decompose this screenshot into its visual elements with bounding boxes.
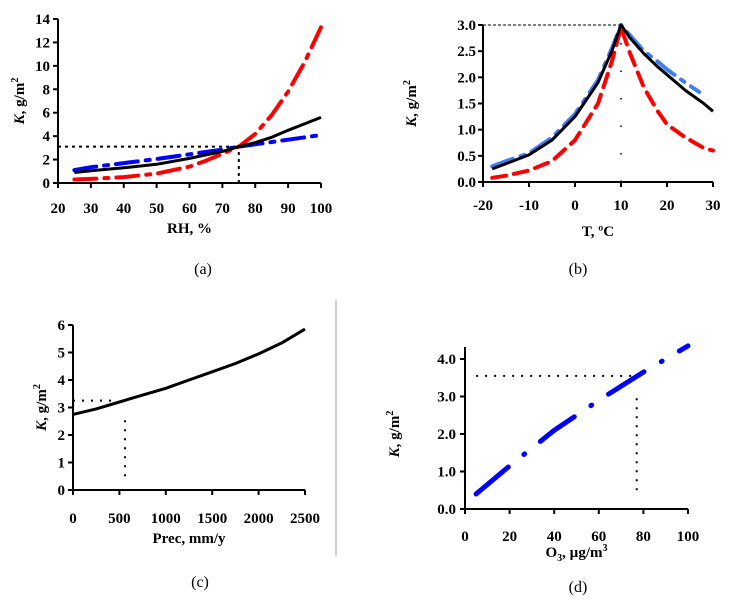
y-tick-label: 0 [58, 483, 66, 499]
y-tick-label: 3.0 [457, 18, 476, 34]
chart-a: 20 30 40 50 60 70 80 90 100 0 2 4 6 8 10 12 14 RH, % K, g/… [10, 12, 332, 237]
x-tick-label: 70 [215, 201, 230, 217]
y-tick-label: 8 [43, 82, 51, 98]
x-tick-label: 0 [69, 511, 77, 527]
x-tick-label: 50 [149, 201, 164, 217]
series-line-red-dash-dot [72, 25, 323, 182]
series-line-light-blue-dash-dot [490, 23, 702, 169]
y-axis-title: K, g/m2 [385, 411, 403, 459]
x-axis-title: T, ºC [582, 224, 614, 240]
series-line-black-solid [72, 327, 306, 416]
y-tick-label: 2 [58, 428, 66, 444]
y-tick-label: 2.0 [457, 70, 476, 86]
x-tick-label: 20 [502, 529, 517, 545]
y-tick-label: 2.0 [437, 427, 456, 443]
y-axis-title-sup: 2 [402, 80, 413, 85]
x-tick-label: 100 [310, 201, 333, 217]
chart-d: 0 20 40 60 80 1000.01.02.03.04.0O3, µg/m3K, g… [385, 343, 700, 564]
x-tick-label: 2000 [244, 511, 274, 527]
y-tick-label: 3.0 [437, 390, 456, 406]
x-tick-label: -20 [473, 198, 493, 214]
x-tick-label: 60 [182, 201, 197, 217]
y-tick-label: 10 [35, 59, 50, 75]
x-tick-label: 10 [614, 198, 629, 214]
x-tick-label: 100 [677, 529, 700, 545]
series-line-black-solid [74, 116, 322, 174]
y-axis-title: K, g/m2 [32, 384, 50, 432]
caption-d: (d) [569, 579, 588, 596]
x-tick-label: 90 [281, 201, 296, 217]
x-axis-title-sup: 3 [602, 543, 607, 554]
y-tick-label: 6 [43, 106, 51, 122]
caption-b: (b) [569, 261, 588, 278]
x-tick-label: 80 [636, 529, 651, 545]
y-axis-title-sup: 2 [32, 384, 43, 389]
y-tick-label: 2.5 [457, 44, 476, 60]
y-tick-label: 6 [58, 318, 66, 334]
x-tick-label: 1000 [151, 511, 181, 527]
x-axis-title-main: O [546, 545, 558, 561]
x-tick-label: 1500 [197, 511, 227, 527]
series-line-black-solid [491, 23, 714, 171]
y-tick-label: 4 [58, 373, 66, 389]
y-axis-title-sup: 2 [385, 411, 396, 416]
x-tick-label: 0 [461, 529, 469, 545]
y-tick-label: 0.5 [457, 149, 476, 165]
x-tick-label: 40 [116, 201, 131, 217]
y-tick-label: 0.0 [457, 175, 476, 191]
series-line-blue-dash-dot [72, 133, 323, 173]
y-axis-title-k: K [34, 420, 50, 432]
y-axis-title-unit: , g/m [387, 415, 403, 447]
x-tick-label: 2500 [290, 511, 320, 527]
y-tick-label: 4 [43, 129, 51, 145]
x-tick-label: 500 [108, 511, 131, 527]
y-tick-label: 1 [58, 456, 66, 472]
y-axis-title-sup: 2 [10, 78, 21, 83]
x-tick-label: 40 [547, 529, 562, 545]
x-axis-title-rest: , µg/m [562, 545, 603, 561]
x-tick-label: 30 [706, 198, 721, 214]
y-axis-title-unit: , g/m [404, 85, 420, 117]
x-axis-title: O3, µg/m3 [546, 543, 608, 564]
y-axis-title-k: K [12, 113, 28, 125]
chart-b: -20 -10 0 10 20 30 0.0 0.5 1.0 1.5 2.0 2.5 3.0 T, ºC K… [402, 18, 721, 240]
x-tick-label: 20 [51, 201, 66, 217]
y-tick-label: 0 [43, 176, 51, 192]
x-axis-title: Prec, mm/y [152, 531, 226, 547]
y-tick-label: 1.0 [437, 465, 456, 481]
chart-c: 0 500 1000 1500 2000 2500 0 1 2 3 4 5 6 Prec, mm/y K, … [32, 318, 320, 547]
series-line-blue-dash-dot [473, 343, 691, 497]
x-tick-label: -10 [519, 198, 539, 214]
y-tick-label: 1.5 [457, 97, 476, 113]
series-line-red-dashed [490, 25, 715, 180]
x-tick-label: 60 [591, 529, 606, 545]
x-tick-label: 0 [571, 198, 579, 214]
y-axis-title: K, g/m2 [10, 78, 28, 126]
y-axis-title-k: K [387, 446, 403, 458]
y-axis-title-k: K [404, 116, 420, 128]
x-axis-title: RH, % [167, 221, 212, 237]
x-axis-title-sub: 3 [557, 553, 562, 564]
y-axis-title-unit: , g/m [34, 389, 50, 421]
y-tick-label: 1.0 [457, 123, 476, 139]
y-tick-label: 3 [58, 401, 66, 417]
y-tick-label: 14 [35, 12, 51, 28]
x-tick-label: 20 [660, 198, 675, 214]
y-tick-label: 0.0 [437, 502, 456, 518]
y-tick-label: 12 [35, 35, 50, 51]
x-tick-label: 30 [83, 201, 98, 217]
y-tick-label: 2 [43, 153, 51, 169]
x-tick-label: 80 [248, 201, 263, 217]
y-tick-label: 4.0 [437, 352, 456, 368]
caption-c: (c) [191, 574, 209, 591]
y-axis-title: K, g/m2 [402, 80, 420, 128]
y-tick-label: 5 [58, 346, 66, 362]
caption-a: (a) [194, 261, 212, 278]
y-axis-title-unit: , g/m [12, 82, 28, 114]
